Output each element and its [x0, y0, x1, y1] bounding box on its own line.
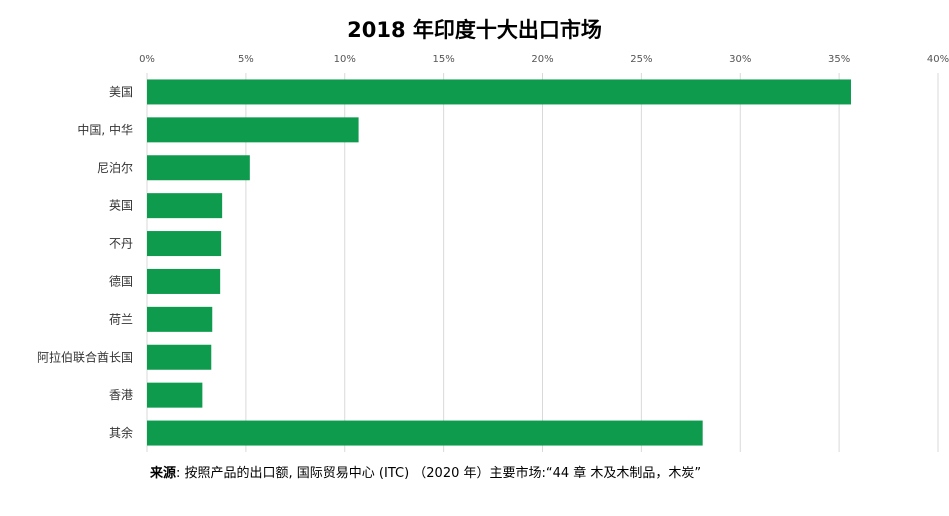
x-tick-label: 35% — [828, 54, 850, 65]
category-label: 英国 — [109, 199, 133, 213]
x-tick-label: 5% — [238, 54, 254, 65]
source-text: : 按照产品的出口额, 国际贸易中心 (ITC) （2020 年）主要市场:“4… — [176, 466, 702, 481]
x-axis-ticks: 0% 5% 10% 15% 20% 25% 30% 35% 40% — [139, 54, 949, 65]
bar — [147, 344, 212, 370]
x-tick-label: 40% — [927, 54, 949, 65]
bars — [147, 79, 851, 446]
x-tick-label: 10% — [334, 54, 356, 65]
bar — [147, 79, 851, 105]
x-tick-label: 25% — [630, 54, 652, 65]
bar — [147, 306, 213, 332]
bar — [147, 268, 221, 294]
bar — [147, 382, 203, 408]
source-label: 来源 — [150, 466, 177, 481]
x-tick-label: 15% — [433, 54, 455, 65]
source-note: 来源: 按照产品的出口额, 国际贸易中心 (ITC) （2020 年）主要市场:… — [150, 462, 701, 481]
bar — [147, 420, 703, 446]
category-label: 其余 — [109, 425, 133, 440]
chart-title: 2018 年印度十大出口市场 — [347, 18, 602, 42]
category-label: 阿拉伯联合酋长国 — [37, 349, 133, 364]
bar — [147, 193, 223, 219]
bar — [147, 117, 359, 143]
bar — [147, 155, 250, 181]
category-label: 德国 — [109, 273, 133, 288]
category-label: 尼泊尔 — [97, 160, 133, 175]
bar — [147, 231, 222, 257]
category-label: 中国, 中华 — [77, 122, 133, 137]
x-tick-label: 0% — [139, 54, 155, 65]
category-label: 不丹 — [109, 237, 133, 251]
category-label: 香港 — [109, 388, 133, 402]
x-tick-label: 20% — [531, 54, 553, 65]
category-label: 美国 — [109, 85, 133, 99]
category-label: 荷兰 — [109, 312, 133, 326]
x-tick-label: 30% — [729, 54, 751, 65]
